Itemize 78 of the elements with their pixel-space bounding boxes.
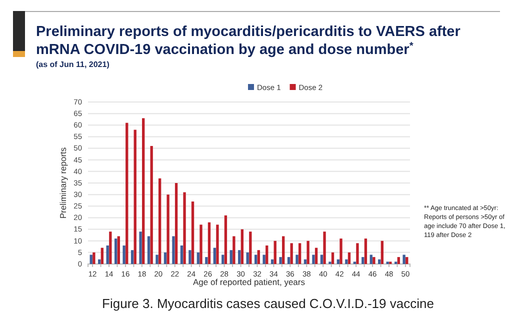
bar [164, 252, 167, 264]
bar [90, 254, 92, 264]
bar [254, 254, 258, 264]
bar [106, 245, 109, 264]
bar [126, 122, 128, 264]
bar [249, 232, 252, 264]
bar [298, 243, 302, 264]
bar [180, 245, 184, 264]
bar [246, 252, 249, 264]
bar [262, 254, 266, 264]
bar [287, 257, 290, 264]
bar [222, 254, 224, 264]
bar [270, 259, 274, 264]
y-axis-title: Preliminary reports [58, 147, 68, 219]
bar [296, 254, 298, 264]
bar [232, 236, 236, 264]
bar [331, 252, 334, 264]
bar [266, 245, 268, 264]
bar [139, 232, 142, 264]
bar [114, 238, 118, 264]
bar [208, 222, 211, 264]
bar [380, 240, 384, 264]
bar [378, 259, 381, 264]
bar [130, 250, 134, 264]
bar [122, 245, 126, 264]
bar [183, 192, 186, 264]
bar [172, 236, 175, 264]
bar [200, 224, 202, 264]
bar [362, 257, 364, 264]
bar [320, 254, 324, 264]
bar [191, 202, 194, 264]
bar [304, 259, 307, 264]
x-axis-title: Age of reported patient, years [193, 277, 305, 287]
bar [230, 250, 232, 264]
bar [147, 236, 150, 264]
bar [188, 250, 192, 264]
bar [356, 243, 359, 264]
bar [290, 243, 293, 264]
bar [372, 257, 376, 264]
bar [98, 259, 101, 264]
bar [92, 252, 96, 264]
bar [282, 236, 285, 264]
bar [134, 130, 136, 264]
bar [345, 259, 348, 264]
bar [156, 254, 158, 264]
bar [174, 183, 178, 264]
bar [224, 215, 228, 264]
bar [240, 229, 244, 264]
bar [166, 194, 170, 264]
bar [370, 254, 372, 264]
chart-subtitle: (as of Jun 11, 2021) [36, 60, 110, 69]
bar [100, 248, 104, 264]
bar [406, 257, 408, 264]
bar [306, 240, 310, 264]
bar [340, 238, 342, 264]
bar [196, 252, 200, 264]
bar [238, 250, 241, 264]
caption: Figure 3. Myocarditis cases caused C.O.V.I.D.-19 vaccine [102, 296, 434, 311]
bar [205, 257, 208, 264]
bar [216, 224, 219, 264]
bar [279, 257, 282, 264]
bar [364, 238, 368, 264]
bar [336, 259, 340, 264]
bar [348, 252, 351, 264]
bar [150, 146, 153, 264]
bar [312, 254, 315, 264]
bar [402, 254, 406, 264]
chart-title: Preliminary reports of myocarditis/pericarditis to VAERS after mRNA COVID-19 vaccination by age and dose number$^{*}$ [36, 24, 461, 58]
bar [323, 232, 326, 264]
bar [314, 248, 318, 264]
bar [213, 248, 216, 264]
bar [142, 118, 145, 264]
bar [274, 240, 276, 264]
bar [397, 257, 400, 264]
bar [117, 236, 120, 264]
bar [158, 178, 162, 264]
bar [109, 232, 112, 264]
bar [257, 250, 260, 264]
